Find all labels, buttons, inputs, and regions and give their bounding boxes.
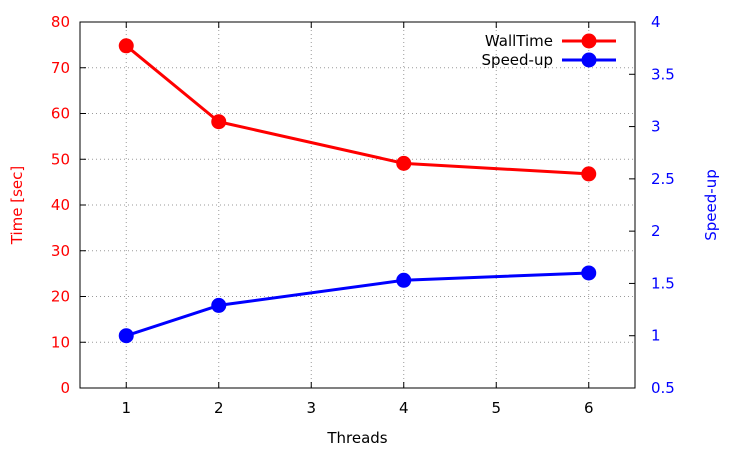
legend-marker-1 [581,52,597,68]
y-left-tick-label: 80 [51,13,70,31]
y-right-tick-label: 0.5 [651,379,675,397]
y-left-tick-label: 20 [51,288,70,306]
series-layer [118,38,597,344]
y-right-tick-label: 4 [651,13,661,31]
data-point-0-2 [396,155,412,171]
y-left-tick-label: 50 [51,150,70,168]
legend-marker-0 [581,33,597,49]
y-left-tick-label: 30 [51,242,70,260]
y-right-tick-label: 2 [651,222,661,240]
y-axis-left: 0 10 20 30 40 50 60 70 80 [51,13,86,397]
grid-lines [80,22,635,388]
y-right-tick-label: 2.5 [651,170,675,188]
legend-label: Speed-up [482,51,553,69]
y-right-tick-label: 3.5 [651,65,675,83]
y-left-tick-label: 10 [51,333,70,351]
y-axis-left-label: Time [sec] [8,166,26,245]
x-tick-label: 5 [491,399,501,417]
y-right-tick-label: 1.5 [651,274,675,292]
x-tick-label: 6 [584,399,594,417]
data-point-1-2 [396,272,412,288]
y-left-tick-label: 40 [51,196,70,214]
data-point-0-1 [211,114,227,130]
y-left-tick-label: 70 [51,59,70,77]
data-point-1-0 [118,328,134,344]
x-tick-label: 1 [121,399,131,417]
series-line-0 [125,44,589,176]
y-left-tick-label: 60 [51,105,70,123]
data-point-1-3 [581,265,597,281]
x-axis: 1 2 3 4 5 6 [121,22,594,417]
y-left-tick-label: 0 [60,379,70,397]
series-line-1 [125,271,589,338]
y-right-tick-label: 3 [651,118,661,136]
y-axis-right-label: Speed-up [702,169,720,240]
data-point-1-1 [211,297,227,313]
y-right-tick-label: 1 [651,327,661,345]
x-tick-label: 4 [399,399,409,417]
x-axis-label: Threads [326,429,387,447]
data-point-0-3 [581,166,597,182]
x-tick-label: 3 [306,399,316,417]
x-tick-label: 2 [214,399,224,417]
data-point-0-0 [118,38,134,54]
legend-label: WallTime [485,32,553,50]
y-axis-right: 0.5 1 1.5 2 2.5 3 3.5 4 [629,13,675,397]
